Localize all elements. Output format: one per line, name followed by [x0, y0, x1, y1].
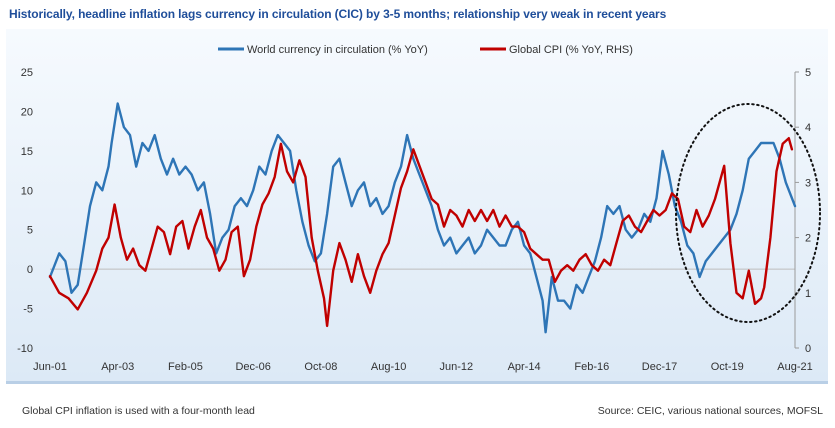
x-tick-label: Feb-05: [168, 361, 203, 373]
series-line-currency-in-circulation: [48, 102, 797, 334]
y-right-tick-label: 2: [805, 233, 811, 245]
y-left-tick-label: 20: [21, 106, 33, 118]
chart-legend: World currency in circulation (% YoY) Glo…: [218, 44, 633, 56]
legend-entry-label: World currency in circulation (% YoY): [247, 44, 428, 56]
page-title: Historically, headline inflation lags cu…: [9, 7, 667, 21]
y-left-tick-label: 0: [27, 264, 33, 276]
x-tick-label: Oct-19: [711, 361, 744, 373]
y-right-tick-label: 5: [805, 67, 811, 79]
x-tick-label: Aug-10: [371, 361, 406, 373]
x-tick-label: Dec-17: [642, 361, 677, 373]
y-right-tick-label: 1: [805, 288, 811, 300]
y-left-tick-label: 10: [21, 185, 33, 197]
chart-annotation-layer: [675, 103, 821, 323]
x-tick-label: Jun-12: [440, 361, 474, 373]
legend-entry-label: Global CPI (% YoY, RHS): [509, 44, 633, 56]
footnote-source: Source: CEIC, various national sources, …: [597, 405, 823, 417]
x-tick-label: Dec-06: [235, 361, 270, 373]
y-right-tick-label: 3: [805, 177, 811, 189]
footnote-lead-note: Global CPI inflation is used with a four…: [22, 405, 255, 417]
x-tick-label: Jun-01: [33, 361, 67, 373]
x-tick-label: Apr-14: [508, 361, 541, 373]
y-left-tick-label: -10: [17, 343, 33, 355]
y-left-tick-label: 5: [27, 225, 33, 237]
chart-panel: [6, 29, 828, 381]
x-tick-label: Aug-21: [777, 361, 812, 373]
annotation-dotted-ellipse: [675, 103, 821, 323]
series-line-global-cpi: [48, 137, 794, 328]
y-left-tick-label: 15: [21, 146, 33, 158]
x-tick-label: Feb-16: [574, 361, 609, 373]
y-left-tick-label: -5: [23, 304, 33, 316]
y-right-tick-label: 0: [805, 343, 811, 355]
x-tick-label: Apr-03: [101, 361, 134, 373]
y-left-tick-label: 25: [21, 67, 33, 79]
x-tick-label: Oct-08: [304, 361, 337, 373]
y-right-tick-label: 4: [805, 122, 811, 134]
chart-series-layer: [48, 102, 797, 334]
